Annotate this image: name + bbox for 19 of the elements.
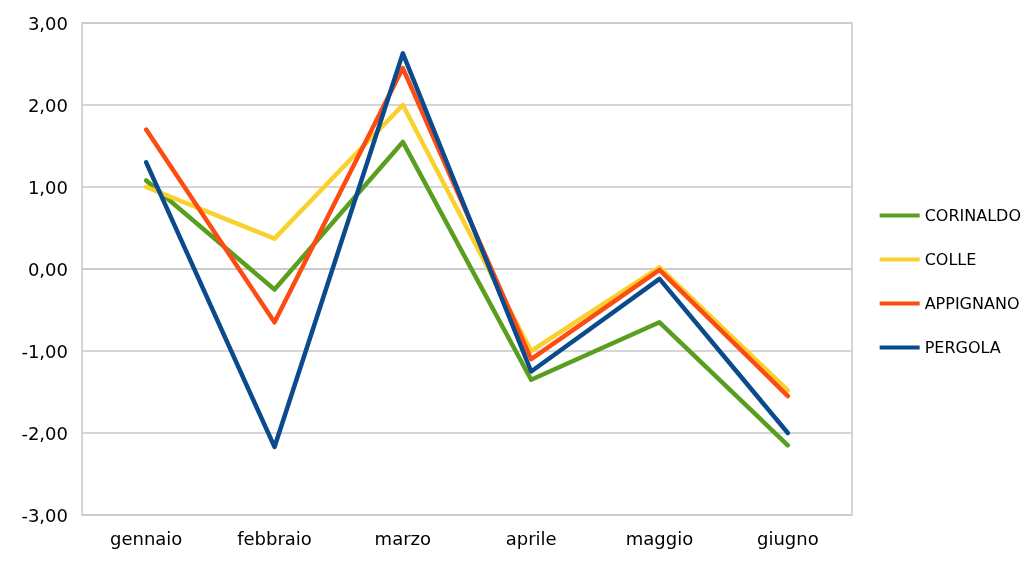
y-tick-label: -1,00 [21,340,68,362]
x-tick-label: maggio [625,527,694,549]
y-tick-label: 3,00 [27,12,68,34]
y-tick-label: 2,00 [27,94,68,116]
legend-label: PERGOLA [924,338,1001,357]
x-tick-label: gennaio [109,527,183,549]
y-tick-label: 0,00 [27,258,68,280]
line-series [143,139,791,448]
legend-label: CORINALDO [924,206,1021,225]
legend-label: COLLE [924,250,977,269]
line-series [143,51,791,450]
x-tick-label: giugno [756,527,819,549]
y-tick-label: -3,00 [21,504,68,526]
x-tick-label: febbraio [237,527,312,549]
y-tick-label: -2,00 [21,422,68,444]
y-tick-label: 1,00 [27,176,68,198]
x-tick-label: marzo [374,527,432,549]
legend-label: APPIGNANO [924,294,1020,313]
x-tick-label: aprile [505,527,557,549]
